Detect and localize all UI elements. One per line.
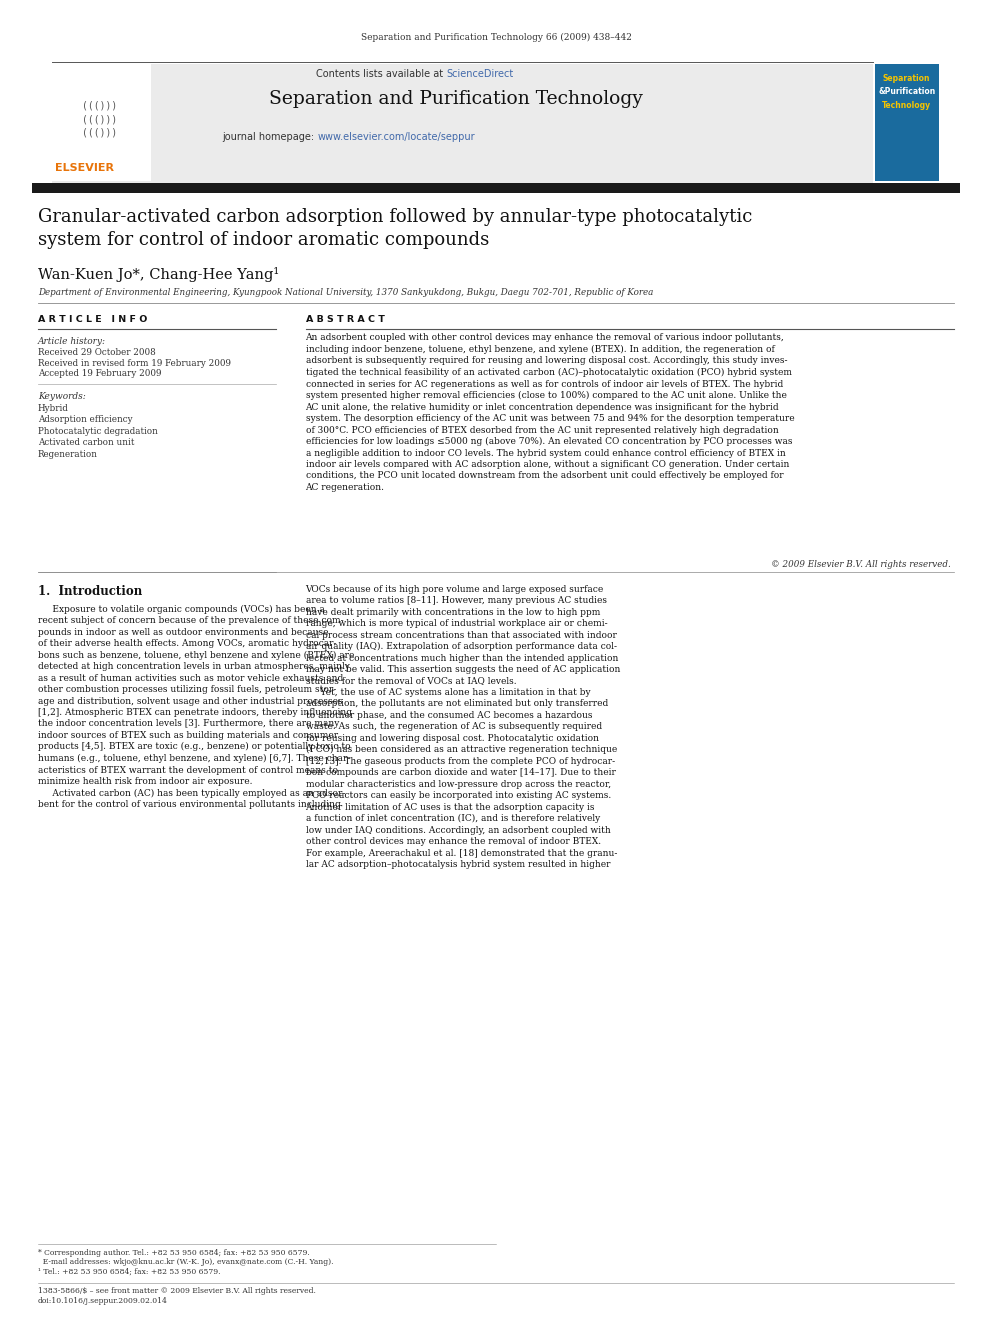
Text: VOCs because of its high pore volume and large exposed surface
area to volume ra: VOCs because of its high pore volume and… — [306, 585, 620, 869]
Text: journal homepage:: journal homepage: — [222, 132, 317, 143]
Text: © 2009 Elsevier B.V. All rights reserved.: © 2009 Elsevier B.V. All rights reserved… — [771, 560, 950, 569]
Text: Article history:: Article history: — [38, 337, 106, 347]
Text: ¹ Tel.: +82 53 950 6584; fax: +82 53 950 6579.: ¹ Tel.: +82 53 950 6584; fax: +82 53 950… — [38, 1267, 220, 1275]
Text: Separation: Separation — [883, 74, 930, 83]
Text: 1383-5866/$ – see front matter © 2009 Elsevier B.V. All rights reserved.: 1383-5866/$ – see front matter © 2009 El… — [38, 1287, 315, 1295]
FancyBboxPatch shape — [52, 64, 873, 183]
Text: Hybrid: Hybrid — [38, 404, 68, 413]
Text: ELSEVIER: ELSEVIER — [55, 163, 113, 173]
Text: Separation and Purification Technology: Separation and Purification Technology — [270, 90, 643, 108]
Text: ScienceDirect: ScienceDirect — [446, 69, 514, 79]
Text: * Corresponding author. Tel.: +82 53 950 6584; fax: +82 53 950 6579.: * Corresponding author. Tel.: +82 53 950… — [38, 1249, 310, 1257]
Text: &Purification: &Purification — [878, 87, 935, 97]
Text: ((())): ((())) — [81, 127, 117, 138]
Text: Exposure to volatile organic compounds (VOCs) has been a
recent subject of conce: Exposure to volatile organic compounds (… — [38, 605, 354, 810]
Text: Keywords:: Keywords: — [38, 392, 85, 401]
Text: Activated carbon unit: Activated carbon unit — [38, 438, 134, 447]
FancyBboxPatch shape — [875, 64, 939, 181]
FancyBboxPatch shape — [32, 183, 960, 193]
Text: www.elsevier.com/locate/seppur: www.elsevier.com/locate/seppur — [317, 132, 475, 143]
Text: ((())): ((())) — [81, 114, 117, 124]
Text: Photocatalytic degradation: Photocatalytic degradation — [38, 427, 158, 435]
Text: Regeneration: Regeneration — [38, 450, 97, 459]
Text: E-mail addresses: wkjo@knu.ac.kr (W.-K. Jo), evanx@nate.com (C.-H. Yang).: E-mail addresses: wkjo@knu.ac.kr (W.-K. … — [38, 1258, 333, 1266]
Text: Separation and Purification Technology 66 (2009) 438–442: Separation and Purification Technology 6… — [360, 33, 632, 42]
Text: An adsorbent coupled with other control devices may enhance the removal of vario: An adsorbent coupled with other control … — [306, 333, 795, 492]
Text: Department of Environmental Engineering, Kyungpook National University, 1370 San: Department of Environmental Engineering,… — [38, 288, 653, 298]
Text: Wan-Kuen Jo*, Chang-Hee Yang¹: Wan-Kuen Jo*, Chang-Hee Yang¹ — [38, 267, 279, 282]
Text: Contents lists available at: Contents lists available at — [316, 69, 446, 79]
Text: Technology: Technology — [882, 101, 931, 110]
FancyBboxPatch shape — [52, 64, 151, 181]
Text: 1.  Introduction: 1. Introduction — [38, 585, 142, 598]
Text: ((())): ((())) — [81, 101, 117, 111]
Text: Adsorption efficiency: Adsorption efficiency — [38, 415, 132, 425]
Text: Granular-activated carbon adsorption followed by annular-type photocatalytic
sys: Granular-activated carbon adsorption fol… — [38, 208, 752, 249]
Text: Accepted 19 February 2009: Accepted 19 February 2009 — [38, 369, 161, 378]
Text: Received in revised form 19 February 2009: Received in revised form 19 February 200… — [38, 359, 231, 368]
Text: doi:10.1016/j.seppur.2009.02.014: doi:10.1016/j.seppur.2009.02.014 — [38, 1297, 168, 1304]
Text: A B S T R A C T: A B S T R A C T — [306, 315, 385, 324]
Text: Received 29 October 2008: Received 29 October 2008 — [38, 348, 156, 357]
Text: A R T I C L E   I N F O: A R T I C L E I N F O — [38, 315, 147, 324]
